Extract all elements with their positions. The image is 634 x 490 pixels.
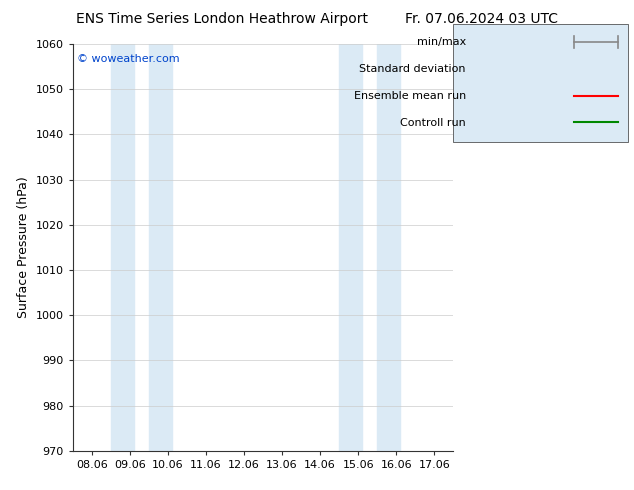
Text: © woweather.com: © woweather.com — [77, 54, 179, 64]
Text: Ensemble mean run: Ensemble mean run — [354, 91, 466, 100]
Y-axis label: Surface Pressure (hPa): Surface Pressure (hPa) — [17, 176, 30, 318]
Bar — [111, 44, 134, 451]
Text: Standard deviation: Standard deviation — [359, 64, 466, 74]
Text: min/max: min/max — [417, 37, 466, 47]
Text: Controll run: Controll run — [400, 118, 466, 127]
Bar — [149, 44, 172, 451]
Text: ENS Time Series London Heathrow Airport: ENS Time Series London Heathrow Airport — [76, 12, 368, 26]
Bar — [339, 44, 362, 451]
Text: Fr. 07.06.2024 03 UTC: Fr. 07.06.2024 03 UTC — [405, 12, 559, 26]
Bar — [377, 44, 400, 451]
